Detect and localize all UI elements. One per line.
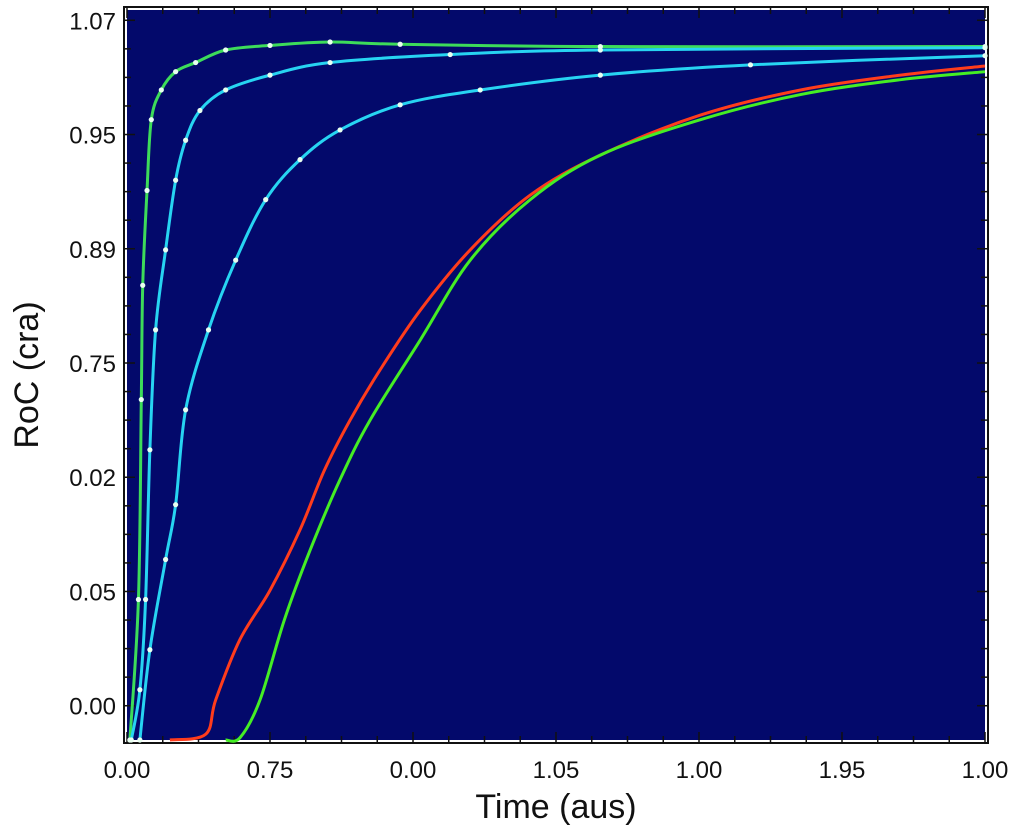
data-point <box>173 502 179 508</box>
x-axis-title: Time (aus) <box>475 788 636 826</box>
x-tick-label: 0.00 <box>390 757 437 784</box>
data-point <box>140 282 146 288</box>
data-point <box>233 257 239 263</box>
y-tick-label: 1.07 <box>69 8 116 35</box>
data-point <box>263 197 269 203</box>
data-point <box>447 51 453 58</box>
y-tick-label: 0.02 <box>69 465 116 492</box>
data-point <box>982 45 988 51</box>
data-point <box>148 117 154 123</box>
data-point <box>477 87 483 93</box>
data-point <box>173 69 179 75</box>
series-line-5 <box>225 70 986 743</box>
data-point <box>147 647 153 653</box>
x-tick-label: 1.95 <box>819 757 866 784</box>
y-tick-label: 0.89 <box>69 237 116 264</box>
data-point <box>267 72 273 78</box>
data-point <box>163 556 169 563</box>
data-point <box>223 47 229 53</box>
y-axis-title: RoC (cra) <box>8 301 46 448</box>
data-point <box>197 107 203 114</box>
data-point <box>128 737 134 743</box>
data-point <box>193 59 199 66</box>
series-line-4 <box>169 64 986 742</box>
data-point <box>337 127 343 133</box>
data-point <box>183 407 189 413</box>
plot-area <box>127 10 985 740</box>
data-point <box>147 447 153 453</box>
x-tick-label: 0.00 <box>104 757 151 784</box>
data-point <box>142 596 149 603</box>
data-point <box>153 327 159 333</box>
data-point <box>267 42 273 49</box>
x-tick-label: 1.00 <box>676 757 723 784</box>
data-point <box>137 687 143 693</box>
series-line-2 <box>129 46 986 741</box>
data-point <box>397 102 403 108</box>
data-point <box>183 137 189 143</box>
data-point <box>397 41 403 47</box>
data-point <box>205 327 212 333</box>
data-point <box>597 47 603 53</box>
data-point <box>173 177 179 183</box>
x-tick-label: 0.75 <box>247 757 294 784</box>
y-tick-label: 0.75 <box>69 351 116 378</box>
data-point <box>747 62 754 68</box>
data-point <box>158 87 164 93</box>
y-tick-label: 0.05 <box>69 579 116 606</box>
data-point <box>163 247 169 253</box>
data-point <box>297 157 303 163</box>
data-point <box>327 39 333 45</box>
x-tick-label: 1.05 <box>533 757 580 784</box>
data-point <box>144 187 150 194</box>
data-point <box>137 737 143 743</box>
data-point <box>223 87 229 93</box>
x-tick-label: 1.00 <box>962 757 1009 784</box>
data-point <box>597 72 603 78</box>
data-point <box>982 53 988 59</box>
data-point <box>135 596 142 603</box>
data-point <box>327 59 333 66</box>
data-point <box>138 396 144 403</box>
series-line-3 <box>138 54 986 741</box>
y-tick-label: 0.00 <box>69 694 116 721</box>
y-tick-label: 0.95 <box>69 123 116 150</box>
